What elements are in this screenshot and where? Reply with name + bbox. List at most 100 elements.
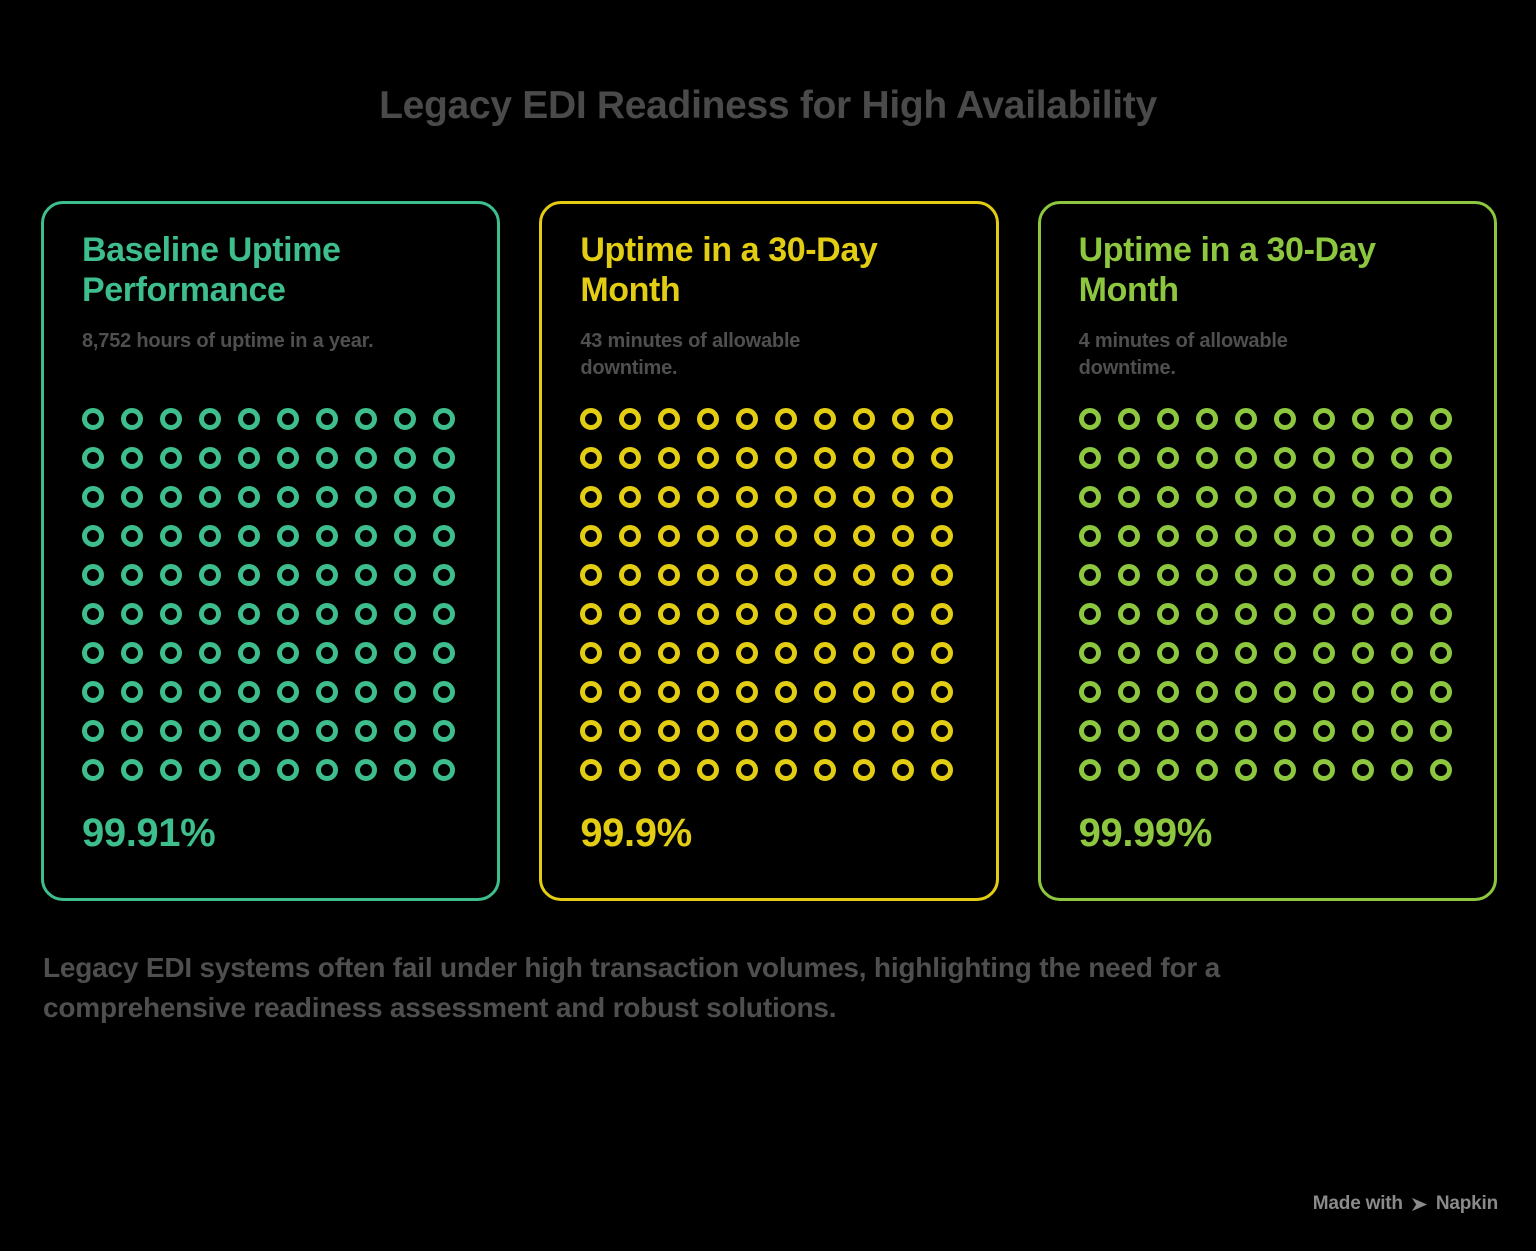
uptime-percentage: 99.99% [1078, 811, 1213, 855]
uptime-dot-icon [1156, 603, 1179, 625]
uptime-dot-icon [1195, 720, 1218, 742]
uptime-dot-icon [1312, 759, 1335, 781]
uptime-dot-icon [814, 564, 837, 586]
uptime-dot-icon [160, 603, 182, 625]
uptime-dot-icon [658, 681, 681, 703]
uptime-dot-icon [814, 486, 837, 508]
uptime-dot-icon [199, 603, 221, 625]
uptime-dot-icon [775, 525, 798, 547]
uptime-dot-icon [697, 720, 720, 742]
uptime-dot-icon [1390, 603, 1413, 625]
uptime-dot-icon [1273, 681, 1296, 703]
uptime-dot-icon [814, 447, 837, 469]
card-30-day-month-1: Uptime in a 30-Day Month 43 minutes of a… [539, 201, 999, 901]
uptime-dot-icon [238, 759, 260, 781]
uptime-dot-icon [1156, 564, 1179, 586]
uptime-dot-icon [619, 603, 642, 625]
uptime-dot-icon [853, 564, 876, 586]
uptime-dot-icon [394, 720, 416, 742]
uptime-dot-icon [1312, 564, 1335, 586]
uptime-dot-icon [736, 408, 759, 430]
uptime-dot-icon [931, 408, 954, 430]
uptime-dot-icon [697, 564, 720, 586]
uptime-dot-icon [1390, 564, 1413, 586]
uptime-dot-icon [82, 603, 104, 625]
uptime-dot-icon [1117, 408, 1140, 430]
uptime-dot-icon [931, 486, 954, 508]
uptime-dot-icon [238, 720, 260, 742]
uptime-dot-icon [931, 681, 954, 703]
uptime-dot-icon [658, 759, 681, 781]
uptime-dot-icon [853, 447, 876, 469]
page-title: Legacy EDI Readiness for High Availabili… [379, 84, 1157, 127]
uptime-dot-icon [697, 642, 720, 664]
uptime-dot-icon [658, 720, 681, 742]
uptime-dot-icon [814, 642, 837, 664]
uptime-dot-icon [853, 681, 876, 703]
uptime-dot-icon [277, 564, 299, 586]
uptime-dot-icon [160, 486, 182, 508]
uptime-dot-icon [775, 486, 798, 508]
uptime-dot-icon [277, 642, 299, 664]
uptime-dot-icon [1117, 447, 1140, 469]
uptime-dot-icon [814, 759, 837, 781]
uptime-dot-icon [658, 603, 681, 625]
uptime-dot-icon [1312, 447, 1335, 469]
uptime-dot-icon [697, 447, 720, 469]
napkin-logo-icon [1411, 1197, 1427, 1211]
uptime-dot-icon [82, 447, 104, 469]
uptime-dot-icon [238, 525, 260, 547]
uptime-dot-icon [775, 642, 798, 664]
uptime-dot-icon [658, 642, 681, 664]
uptime-percentage: 99.91% [82, 811, 216, 855]
uptime-dot-icon [1234, 681, 1257, 703]
uptime-dot-icon [1273, 564, 1296, 586]
uptime-dot-icon [82, 408, 104, 430]
uptime-dot-icon [1078, 720, 1101, 742]
uptime-dot-icon [1195, 603, 1218, 625]
uptime-dot-icon [931, 447, 954, 469]
uptime-dot-icon [1195, 681, 1218, 703]
uptime-dot-icon [1429, 720, 1452, 742]
uptime-dot-icon [160, 759, 182, 781]
uptime-dot-icon [1156, 720, 1179, 742]
uptime-dot-icon [160, 525, 182, 547]
uptime-dot-icon [82, 486, 104, 508]
uptime-dot-icon [277, 603, 299, 625]
uptime-dot-icon [1078, 447, 1101, 469]
cards-row: Baseline Uptime Performance 8,752 hours … [41, 201, 1497, 901]
uptime-dot-icon [1429, 486, 1452, 508]
uptime-dot-icon [82, 564, 104, 586]
uptime-dot-icon [160, 447, 182, 469]
uptime-dot-icon [199, 525, 221, 547]
uptime-dot-icon [619, 720, 642, 742]
uptime-dot-icon [1234, 642, 1257, 664]
uptime-dot-icon [1429, 564, 1452, 586]
uptime-dot-icon [1429, 681, 1452, 703]
card-subtitle: 4 minutes of allowable downtime. [1078, 330, 1288, 379]
uptime-dot-icon [892, 525, 915, 547]
dot-grid [82, 408, 455, 781]
uptime-dot-icon [394, 447, 416, 469]
uptime-dot-icon [814, 408, 837, 430]
uptime-dot-icon [394, 681, 416, 703]
uptime-dot-icon [1390, 486, 1413, 508]
uptime-dot-icon [355, 603, 377, 625]
uptime-dot-icon [1312, 720, 1335, 742]
uptime-dot-icon [1195, 525, 1218, 547]
uptime-dot-icon [1351, 603, 1374, 625]
card-subtitle: 8,752 hours of uptime in a year. [82, 330, 374, 352]
uptime-dot-icon [775, 720, 798, 742]
uptime-dot-icon [433, 603, 455, 625]
uptime-dot-icon [433, 447, 455, 469]
uptime-dot-icon [355, 447, 377, 469]
uptime-dot-icon [658, 408, 681, 430]
uptime-dot-icon [1390, 525, 1413, 547]
uptime-dot-icon [1195, 408, 1218, 430]
uptime-dot-icon [775, 759, 798, 781]
uptime-dot-icon [1312, 642, 1335, 664]
uptime-dot-icon [736, 486, 759, 508]
uptime-dot-icon [931, 720, 954, 742]
uptime-dot-icon [814, 720, 837, 742]
uptime-dot-icon [394, 564, 416, 586]
